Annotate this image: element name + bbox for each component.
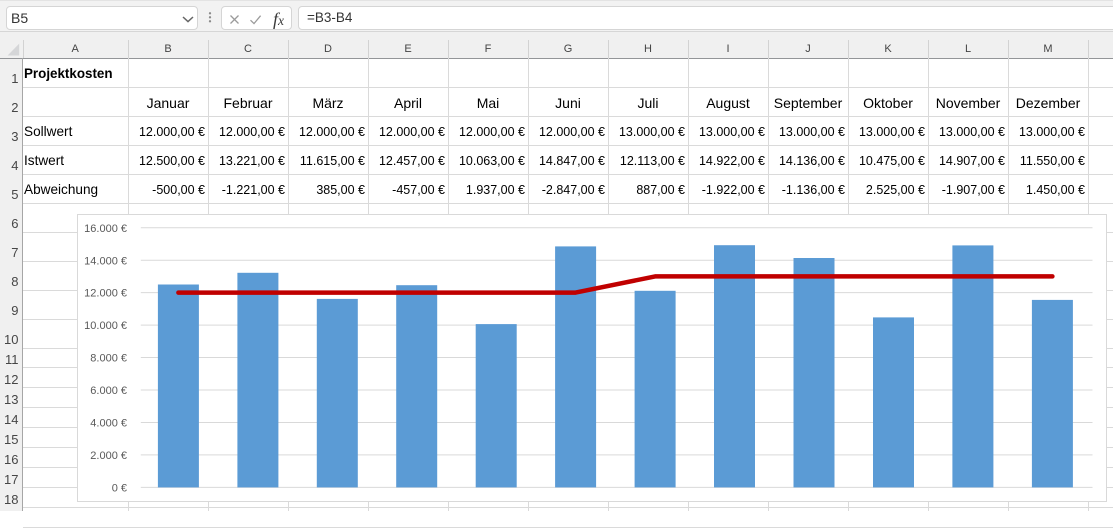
svg-text:4.000 €: 4.000 € bbox=[90, 418, 127, 430]
svg-text:6.000 €: 6.000 € bbox=[90, 385, 127, 397]
svg-text:12.000 €: 12.000 € bbox=[84, 288, 127, 300]
svg-text:10.000 €: 10.000 € bbox=[84, 320, 127, 332]
svg-text:2.000 €: 2.000 € bbox=[90, 450, 127, 462]
svg-text:16.000 €: 16.000 € bbox=[84, 223, 127, 235]
svg-text:8.000 €: 8.000 € bbox=[90, 353, 127, 365]
svg-text:14.000 €: 14.000 € bbox=[84, 255, 127, 267]
svg-text:0 €: 0 € bbox=[112, 483, 127, 495]
